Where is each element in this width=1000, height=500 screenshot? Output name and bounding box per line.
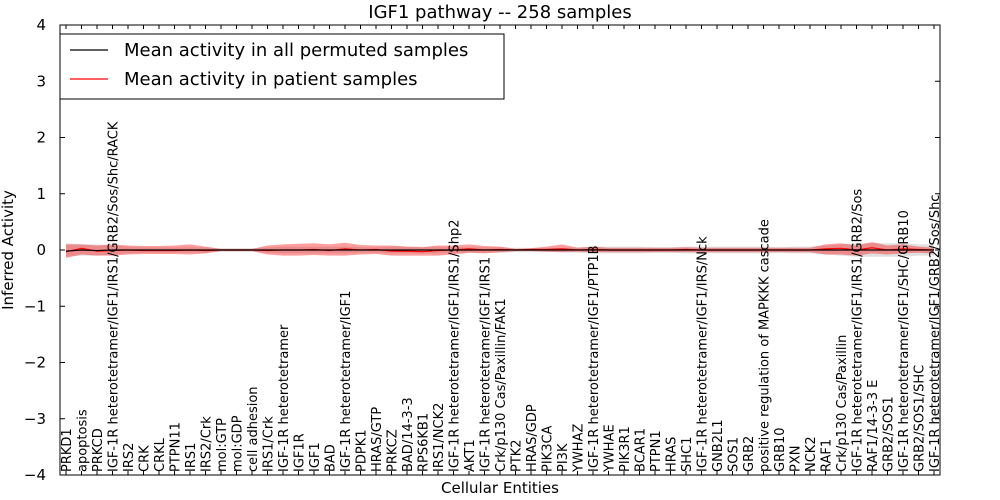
category-label: NCK2 bbox=[804, 436, 819, 472]
line-series-0 bbox=[65, 249, 934, 252]
category-label: IGF-1R heterotetramer/IGF1/PTP1B bbox=[587, 245, 602, 472]
category-label: PIK3CA bbox=[541, 425, 556, 472]
x-axis-label: Cellular Entities bbox=[441, 479, 559, 497]
category-labels: PRKD1 apoptosis PRKCD IGF-1R heterotetramer… bbox=[60, 121, 943, 473]
category-label: IRS2 bbox=[122, 443, 137, 472]
category-label: YWHAE bbox=[603, 424, 618, 473]
x-axis-ticks bbox=[65, 25, 935, 475]
y-tick-label: −2 bbox=[24, 354, 46, 372]
series-lines bbox=[65, 247, 935, 253]
category-label: PRKD1 bbox=[60, 428, 75, 472]
category-label: IGF-1R heterotetramer bbox=[277, 324, 292, 472]
y-axis: −4 −3 −2 −1 0 1 2 3 4 bbox=[24, 16, 940, 484]
category-label: PIK3R1 bbox=[618, 426, 633, 472]
legend-label-patient: Mean activity in patient samples bbox=[124, 69, 418, 90]
category-label: PXN bbox=[789, 446, 804, 472]
category-label: IGF-1R heterotetramer/IGF1/IRS1 bbox=[479, 257, 494, 472]
category-label: IRS2/Crk bbox=[200, 416, 215, 472]
category-label: GNB2L1 bbox=[711, 419, 726, 472]
category-label: HRAS/GDP bbox=[525, 404, 540, 472]
category-label: IGF1 bbox=[308, 442, 323, 472]
y-tick-label: 3 bbox=[36, 72, 46, 90]
y-tick-label: −3 bbox=[24, 410, 46, 428]
category-label: cell adhesion bbox=[246, 386, 261, 472]
category-label: IGF-1R heterotetramer/IGF1/SHC/GRB10 bbox=[897, 210, 912, 472]
category-label: BCAR1 bbox=[634, 428, 649, 472]
category-label: IGF-1R heterotetramer/IGF1 bbox=[339, 291, 354, 472]
category-label: RPS6KB1 bbox=[417, 413, 432, 472]
category-label: PI3K bbox=[556, 443, 571, 472]
category-label: PRKCZ bbox=[386, 429, 401, 472]
y-tick-label: 0 bbox=[36, 241, 46, 259]
category-label: positive regulation of MAPKKK cascade bbox=[758, 219, 773, 472]
category-label: mol:GTP bbox=[215, 418, 230, 472]
y-tick-label: −4 bbox=[24, 466, 46, 484]
category-label: IGF-1R heterotetramer/IGF1/IRS1/GRB2/Sos bbox=[851, 189, 866, 472]
category-label: mol:GDP bbox=[231, 415, 246, 472]
y-tick-label: 1 bbox=[36, 185, 46, 203]
category-label: RAF1 bbox=[820, 439, 835, 472]
category-label: IRS1/Crk bbox=[262, 416, 277, 472]
category-label: IGF-1R heterotetramer/IGF1/IRS1/GRB2/Sos… bbox=[107, 121, 122, 472]
category-label: GRB10 bbox=[773, 427, 788, 472]
category-label: IGF-1R heterotetramer/IGF1/IRS1/Shp2 bbox=[448, 219, 463, 472]
category-label: IRS1 bbox=[184, 443, 199, 472]
category-label: Crk/p130 Cas/Paxillin bbox=[835, 335, 850, 472]
category-label: PTK2 bbox=[510, 439, 525, 472]
category-label: IGF1R bbox=[293, 433, 308, 472]
category-label: HRAS bbox=[665, 437, 680, 472]
y-tick-label: 4 bbox=[36, 16, 46, 34]
category-label: GRB2/SOS1/SHC bbox=[913, 365, 928, 472]
category-label: PTPN1 bbox=[649, 430, 664, 472]
legend-box bbox=[59, 33, 505, 100]
category-label: IGF-1R heterotetramer/IGF1/GRB2/Sos/Shc bbox=[928, 195, 943, 472]
category-label: YWHAZ bbox=[572, 424, 587, 473]
category-label: GRB2/SOS1 bbox=[882, 396, 897, 472]
category-label: BAD bbox=[324, 444, 339, 472]
category-label: HRAS/GTP bbox=[370, 407, 385, 472]
category-label: SOS1 bbox=[727, 437, 742, 472]
category-label: BAD/14-3-3 bbox=[401, 397, 416, 472]
category-label: Crk/p130 Cas/Paxillin/FAK1 bbox=[494, 298, 509, 472]
category-label: SHC1 bbox=[680, 437, 695, 472]
y-tick-label: 2 bbox=[36, 129, 46, 147]
category-label: IRS1/NCK2 bbox=[432, 403, 447, 472]
category-label: PDPK1 bbox=[355, 430, 370, 473]
y-axis-label: Inferred Activity bbox=[0, 190, 17, 310]
category-label: RAF1/14-3-3 E bbox=[866, 380, 881, 472]
category-label: PRKCD bbox=[91, 428, 106, 472]
category-label: apoptosis bbox=[76, 409, 91, 472]
category-label: GRB2 bbox=[742, 436, 757, 472]
plot-area: PRKD1 apoptosis PRKCD IGF-1R heterotetramer… bbox=[24, 16, 943, 484]
chart-title: IGF1 pathway -- 258 samples bbox=[368, 2, 631, 23]
y-tick-label: −1 bbox=[24, 297, 46, 315]
category-label: AKT1 bbox=[463, 439, 478, 472]
legend: Mean activity in all permuted samples Me… bbox=[59, 33, 505, 100]
legend-label-permuted: Mean activity in all permuted samples bbox=[124, 40, 468, 61]
category-label: IGF-1R heterotetramer/IGF1/IRS/Nck bbox=[696, 236, 711, 472]
category-label: CRKL bbox=[153, 437, 168, 472]
category-label: CRK bbox=[138, 445, 153, 472]
category-label: PTPN11 bbox=[169, 422, 184, 472]
